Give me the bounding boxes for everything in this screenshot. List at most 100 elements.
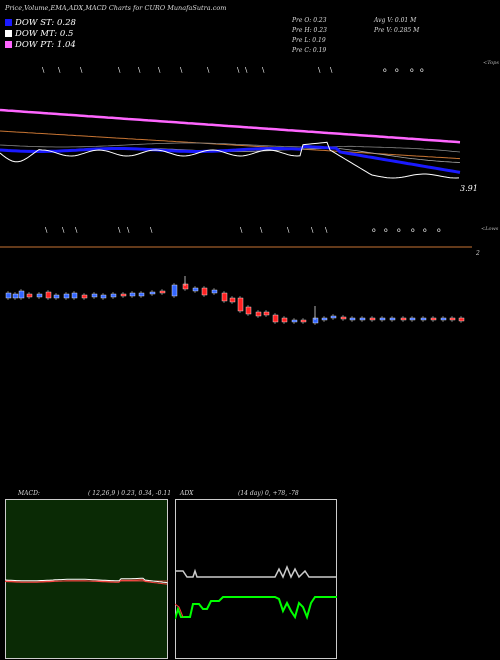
- candle-body: [171, 284, 178, 297]
- top-marker: \: [42, 66, 45, 74]
- price-chart: \ \ \ \ \ \ \ \ \ \ \ \ \ o o o o \ \ \ \ \ \ \ \ \ \ \ o o o o o o <Top…: [0, 60, 499, 325]
- candle-body: [201, 287, 208, 296]
- candle-body: [300, 319, 307, 323]
- legend-swatch-st: [5, 19, 12, 26]
- candle-body: [349, 317, 356, 321]
- candle-body: [440, 317, 447, 321]
- candle-body: [400, 317, 407, 321]
- macd-params: ( 12,26,9 ) 0.23, 0.34, -0.11: [88, 490, 172, 497]
- price-level-label: 3.91: [460, 184, 478, 193]
- bottom-marker: o: [411, 227, 415, 234]
- top-marker: \: [158, 66, 161, 74]
- stat-prev-low: Pre L: 0.19: [292, 37, 326, 44]
- candle-body: [63, 293, 70, 299]
- candle-body: [263, 311, 270, 316]
- top-marker: \: [330, 66, 333, 74]
- stat-prev-open: Pre O: 0.23: [292, 17, 327, 24]
- legend-swatch-mt: [5, 30, 12, 37]
- macd-signal-line: [5, 579, 168, 585]
- bottom-marker: \: [240, 226, 243, 234]
- legend-swatch-pt: [5, 41, 12, 48]
- top-marker: \: [237, 66, 240, 74]
- candle-body: [359, 317, 366, 321]
- di-plus-line: [175, 596, 337, 621]
- adx-chart: [175, 499, 337, 659]
- candle-body: [71, 292, 78, 299]
- candle-body: [281, 317, 288, 323]
- legend-dow-pt-label: DOW PT: 1.04: [15, 40, 76, 50]
- candle-body: [330, 315, 337, 319]
- stat-prev-volume: Pre V: 0.285 M: [374, 27, 420, 34]
- candles: [5, 276, 465, 325]
- candle-body: [272, 314, 279, 323]
- candle-body: [120, 293, 127, 297]
- candle-body: [110, 293, 117, 298]
- candle-body: [409, 317, 416, 321]
- bottom-marker: o: [384, 227, 388, 234]
- lows-label: <Lows: [481, 226, 499, 232]
- top-marker: \: [58, 66, 61, 74]
- bottom-markers: \ \ \ \ \ \ \ \ \ \ \ o o o o o o: [45, 226, 441, 234]
- candle-body: [91, 293, 98, 298]
- candle-body: [159, 290, 166, 294]
- adx-line: [175, 564, 337, 579]
- candle-body: [312, 317, 319, 324]
- candle-body: [18, 290, 25, 299]
- candle-body: [229, 297, 236, 303]
- candle-body: [389, 317, 396, 321]
- legend-dow-pt: DOW PT: 1.04: [5, 40, 76, 50]
- top-marker: \: [318, 66, 321, 74]
- bottom-marker: \: [260, 226, 263, 234]
- legend-dow-mt-label: DOW MT: 0.5: [15, 29, 74, 39]
- legend-dow-st: DOW ST: 0.28: [5, 18, 76, 28]
- candle-body: [255, 311, 262, 317]
- adx-params: (14 day) 0, +78, -78: [238, 490, 299, 497]
- candle-body: [149, 291, 156, 295]
- macd-label: MACD:: [18, 490, 40, 497]
- chart-title: Price,Volume,EMA,ADX,MACD Charts for CUR…: [5, 4, 227, 12]
- candle-body: [369, 317, 376, 321]
- legend-dow-mt: DOW MT: 0.5: [5, 29, 73, 39]
- top-marker: \: [207, 66, 210, 74]
- candle-body: [321, 317, 328, 321]
- tops-label: <Tops: [483, 60, 499, 66]
- bottom-marker: \: [118, 226, 121, 234]
- candle-body: [12, 293, 19, 299]
- ema-long-line: [0, 108, 461, 144]
- adx-panel-bg: [175, 499, 337, 659]
- candle-body: [458, 317, 465, 322]
- ema-short-line: [0, 144, 461, 174]
- candle-body: [100, 294, 107, 299]
- top-marker: \: [118, 66, 121, 74]
- candle-body: [138, 292, 145, 297]
- top-marker: o: [383, 67, 387, 74]
- stat-prev-high: Pre H: 0.23: [292, 27, 327, 34]
- candle-body: [420, 317, 427, 321]
- bottom-marker: o: [423, 227, 427, 234]
- top-marker: \: [262, 66, 265, 74]
- top-marker: o: [395, 67, 399, 74]
- candle-body: [430, 317, 437, 321]
- top-marker: \: [245, 66, 248, 74]
- candle-body: [237, 297, 244, 312]
- ema-mid-line: [0, 141, 460, 179]
- bottom-marker: \: [325, 226, 328, 234]
- bottom-marker: o: [437, 227, 441, 234]
- candle-body: [221, 292, 228, 302]
- candle-body: [192, 287, 199, 292]
- candle-body: [81, 294, 88, 299]
- bottom-marker: \: [150, 226, 153, 234]
- adx-label: ADX: [180, 490, 194, 497]
- legend-dow-st-label: DOW ST: 0.28: [15, 18, 76, 28]
- bottom-marker: \: [45, 226, 48, 234]
- bottom-marker: \: [127, 226, 130, 234]
- top-marker: o: [410, 67, 414, 74]
- top-marker: \: [180, 66, 183, 74]
- top-marker: \: [138, 66, 141, 74]
- stat-prev-close: Pre C: 0.19: [292, 47, 327, 54]
- top-marker: o: [420, 67, 424, 74]
- candle-body: [36, 293, 43, 298]
- top-markers: \ \ \ \ \ \ \ \ \ \ \ \ \ o o o o: [42, 66, 424, 74]
- volume-scale-label: 2: [475, 250, 480, 257]
- macd-chart: [5, 499, 168, 659]
